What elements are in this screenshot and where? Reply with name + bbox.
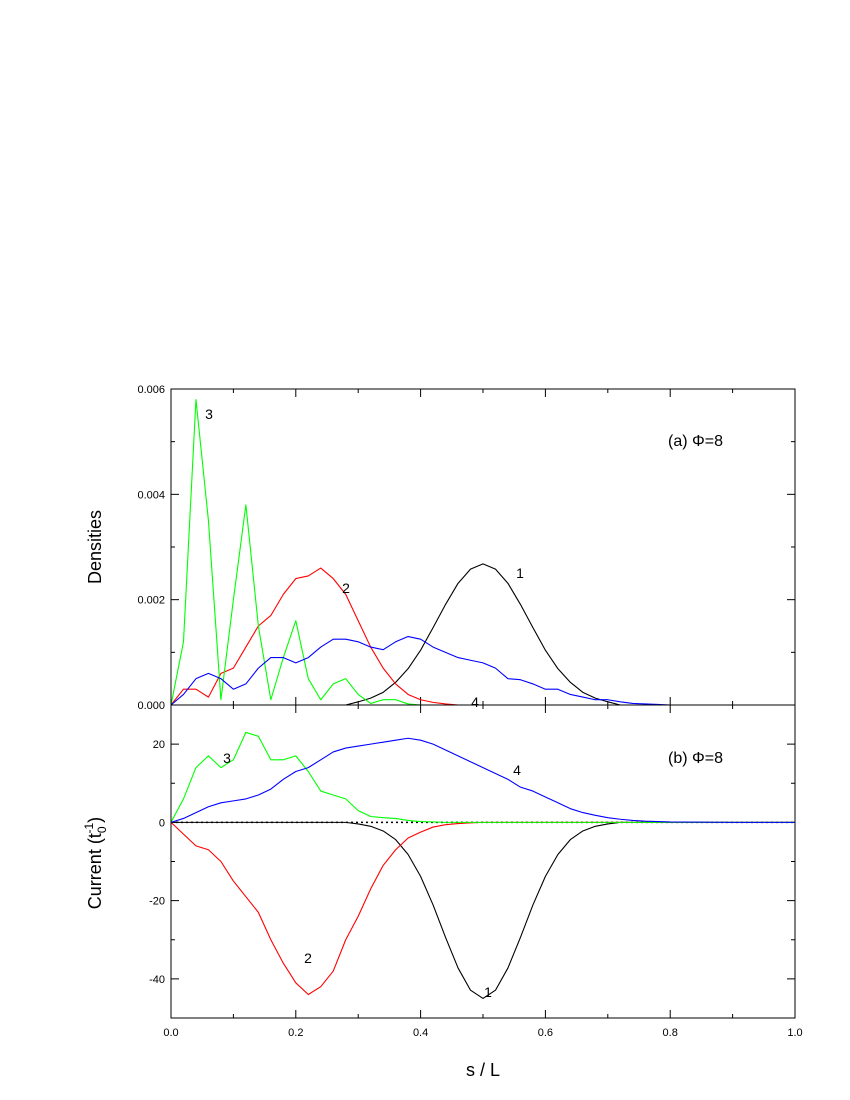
y-tick-label: 0.006 bbox=[137, 384, 165, 396]
curve-label: 3 bbox=[223, 750, 231, 766]
x-tick-label: 0.6 bbox=[538, 1027, 553, 1039]
curve bbox=[171, 563, 795, 706]
y-axis-label: Current (t0-1) bbox=[82, 817, 109, 909]
curve bbox=[170, 821, 795, 996]
y-tick-label: 0.002 bbox=[137, 595, 165, 607]
y-tick-label: 0.004 bbox=[137, 489, 165, 501]
x-axis-label: s / L bbox=[466, 1060, 500, 1080]
curve-label: 1 bbox=[484, 984, 492, 1000]
curve-label: 3 bbox=[205, 406, 213, 422]
x-tick-label: 0.4 bbox=[413, 1027, 428, 1039]
y-label-end: ) bbox=[85, 817, 105, 823]
y-tick-label: -40 bbox=[149, 974, 165, 986]
curve bbox=[171, 821, 795, 999]
curve-label: 1 bbox=[516, 565, 524, 581]
x-tick-label: 1.0 bbox=[787, 1027, 802, 1039]
y-tick-label: 0.000 bbox=[137, 700, 165, 712]
curve bbox=[170, 737, 795, 823]
x-tick-label: 0.8 bbox=[663, 1027, 678, 1039]
plot-frame bbox=[170, 704, 796, 1019]
x-tick-label: 0.2 bbox=[288, 1027, 303, 1039]
y-tick-label: 20 bbox=[153, 739, 165, 751]
panel-label: (a) Φ=8 bbox=[668, 433, 723, 450]
curve bbox=[170, 567, 795, 706]
y-label-text: Current (t bbox=[85, 833, 105, 909]
curve-label: 4 bbox=[513, 762, 521, 778]
x-tick-label: 0.0 bbox=[163, 1027, 178, 1039]
y-tick-label: 0 bbox=[159, 817, 165, 829]
curve-label: 4 bbox=[471, 694, 479, 710]
y-label-sup: -1 bbox=[82, 822, 96, 833]
curve bbox=[170, 731, 795, 823]
curve bbox=[170, 635, 795, 706]
curve-label: 2 bbox=[342, 580, 350, 596]
panel-label: (b) Φ=8 bbox=[668, 750, 723, 767]
y-tick-label: -20 bbox=[149, 896, 165, 908]
y-label-sub: 0 bbox=[95, 826, 109, 833]
y-axis-label: Densities bbox=[85, 510, 105, 584]
curve-label: 2 bbox=[304, 950, 312, 966]
